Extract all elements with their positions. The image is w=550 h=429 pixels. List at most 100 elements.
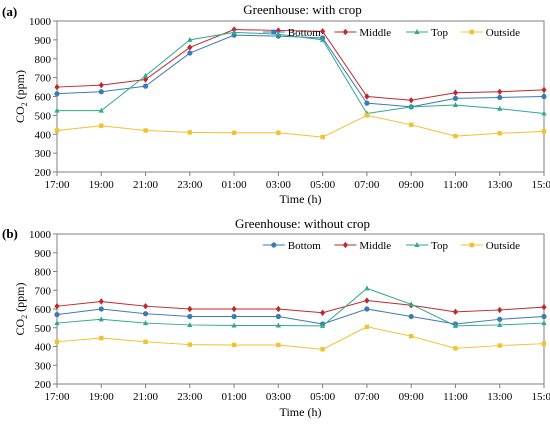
series-line (56, 34, 545, 108)
legend-label: Top (431, 27, 448, 39)
x-tick-label: 17:00 (44, 179, 70, 191)
y-axis-label-unit: (ppm) (13, 282, 27, 314)
data-point (320, 309, 326, 316)
data-point (276, 130, 281, 135)
data-point (231, 130, 237, 135)
legend-item-top: Top (406, 240, 448, 252)
y-tick-label: 600 (35, 92, 52, 104)
legend-item-bottom: Bottom (262, 240, 321, 252)
data-point (98, 316, 104, 322)
panel-label: (a) (2, 4, 17, 19)
data-point (364, 100, 370, 106)
data-point (54, 339, 60, 345)
x-tick-label: 17:00 (44, 391, 70, 403)
data-point (187, 321, 193, 327)
y-tick-label: 1000 (29, 229, 52, 241)
y-tick-label: 900 (35, 248, 52, 260)
data-point (98, 298, 104, 305)
data-point (231, 322, 237, 328)
data-point (453, 346, 458, 351)
chart-title: Greenhouse: with crop (243, 2, 361, 17)
data-point (275, 322, 281, 328)
data-point (142, 76, 149, 83)
data-point (408, 97, 414, 104)
data-point (408, 301, 414, 307)
y-tick-label: 200 (35, 167, 52, 179)
y-tick-label: 500 (35, 110, 52, 122)
data-point (408, 313, 414, 320)
data-point (142, 302, 149, 310)
data-point (187, 313, 193, 320)
data-point (497, 343, 502, 348)
x-tick-label: 01:00 (222, 391, 248, 403)
y-tick-label: 1000 (29, 16, 52, 28)
x-tick-label: 19:00 (89, 179, 115, 191)
data-point (497, 105, 503, 111)
panel-label: (b) (2, 226, 18, 241)
y-axis-label: CO2 (ppm) (13, 282, 29, 335)
legend-marker (414, 242, 420, 247)
y-tick-label: 300 (35, 360, 52, 372)
y-tick-label: 700 (35, 285, 52, 297)
data-point (408, 122, 414, 128)
series-line (56, 287, 545, 327)
data-point (364, 93, 370, 100)
data-point (54, 83, 60, 91)
legend-item-outside: Outside (460, 27, 520, 39)
series-line (56, 326, 545, 350)
data-point (231, 305, 237, 313)
data-point (452, 89, 459, 96)
data-point (541, 86, 547, 94)
legend-label: Middle (359, 27, 391, 39)
y-tick-label: 500 (35, 323, 52, 335)
legend-item-middle: Middle (334, 240, 391, 252)
x-tick-label: 23:00 (177, 391, 203, 403)
data-point (142, 83, 149, 89)
data-point (142, 72, 149, 78)
x-axis-label: Time (h) (280, 405, 322, 419)
data-point (453, 133, 458, 139)
data-point (541, 110, 547, 116)
x-tick-label: 05:00 (310, 391, 336, 403)
legend-item-bottom: Bottom (262, 27, 321, 39)
data-point (187, 305, 193, 313)
x-tick-label: 07:00 (354, 179, 380, 191)
y-axis-label-main: CO (13, 106, 27, 123)
data-point (541, 341, 547, 346)
legend: Bottom Middle Top Outside (262, 240, 520, 252)
data-point (275, 313, 281, 320)
data-point (452, 308, 459, 316)
data-point (275, 305, 281, 313)
series-outside (54, 113, 547, 140)
data-point (320, 322, 326, 328)
x-tick-label: 09:00 (399, 391, 425, 403)
data-point (497, 306, 503, 314)
data-point (497, 321, 503, 327)
x-tick-label: 09:00 (399, 179, 425, 191)
legend-item-outside: Outside (460, 240, 520, 252)
x-tick-label: 03:00 (266, 179, 292, 191)
data-point (408, 103, 414, 109)
data-point (541, 320, 547, 326)
data-point (364, 285, 370, 291)
plot-frame (56, 233, 545, 385)
data-point (187, 130, 193, 135)
data-point (187, 342, 193, 347)
data-point (541, 303, 547, 311)
y-tick-label: 900 (35, 35, 52, 47)
legend-marker (342, 241, 348, 249)
data-point (143, 128, 148, 133)
chart-title: Greenhouse: without crop (235, 216, 370, 231)
x-tick-label: 19:00 (89, 391, 115, 403)
data-point (54, 91, 60, 97)
legend-label: Bottom (288, 27, 321, 39)
series-top (54, 285, 547, 328)
legend-label: Outside (486, 240, 520, 252)
legend-marker (469, 242, 474, 248)
data-point (452, 101, 459, 107)
x-tick-label: 13:00 (487, 391, 513, 403)
data-point (187, 44, 193, 51)
